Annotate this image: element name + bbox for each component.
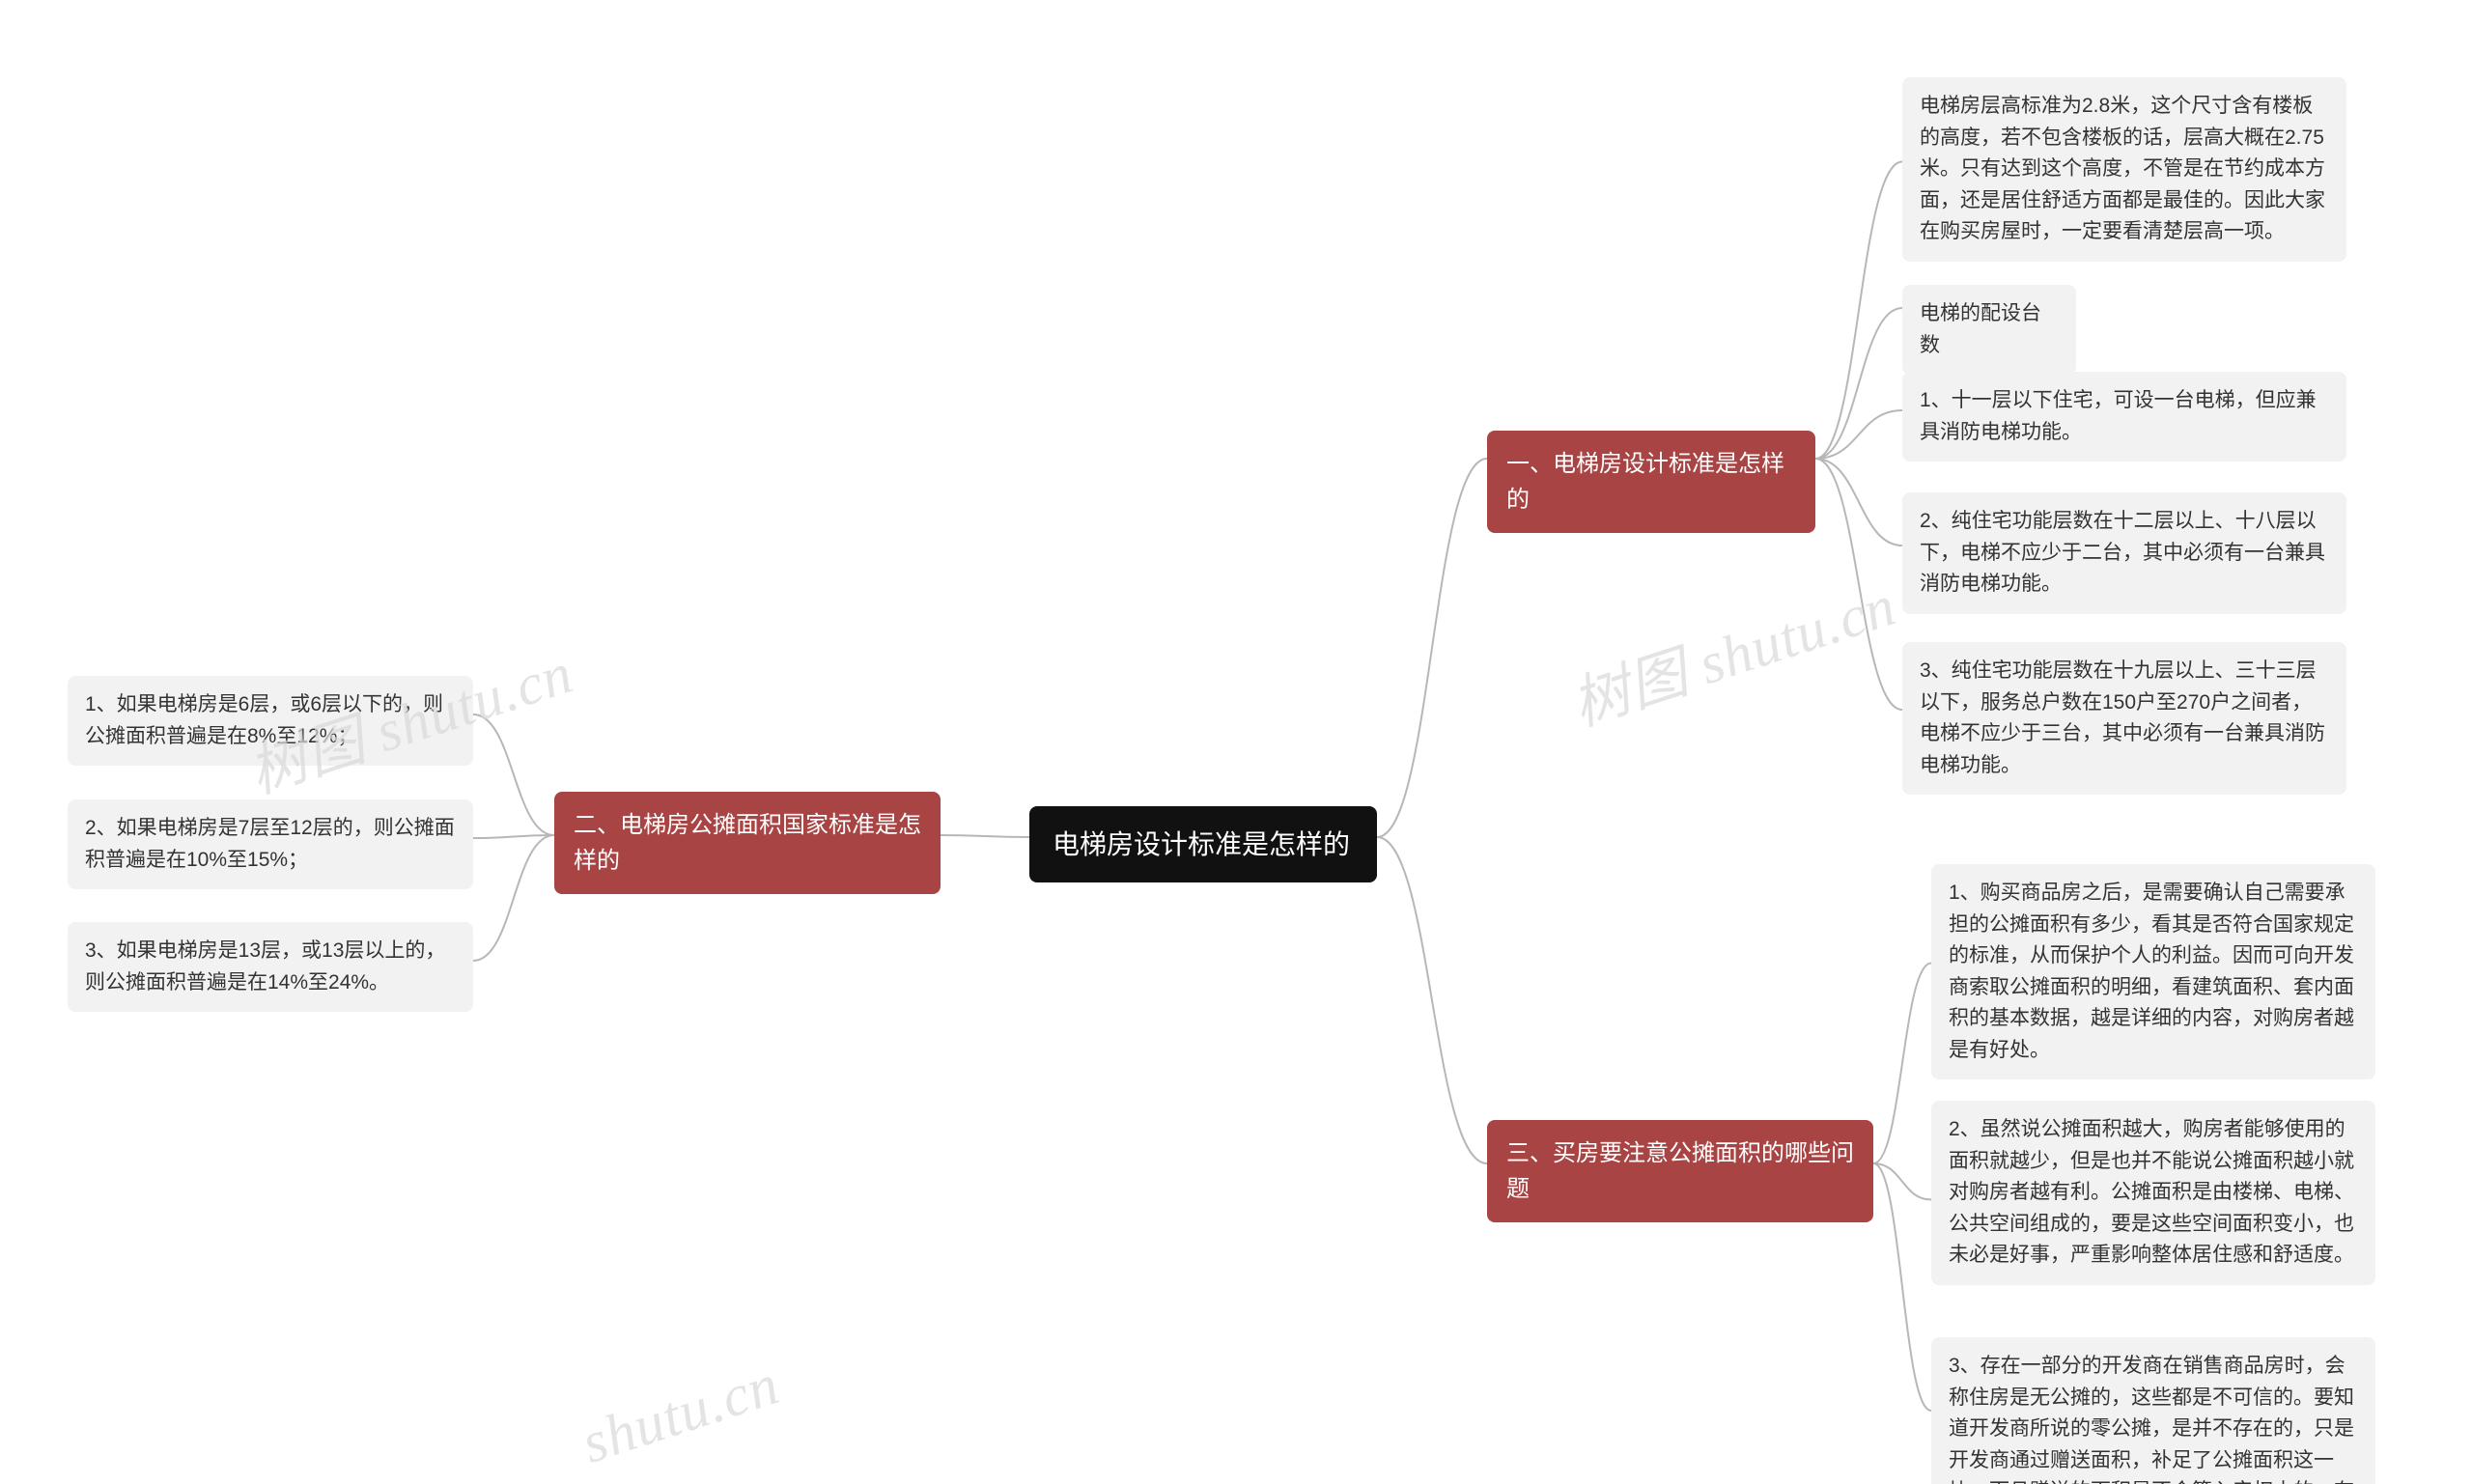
branch-2[interactable]: 二、电梯房公摊面积国家标准是怎样的	[554, 792, 941, 894]
branch-2-leaf-1: 1、如果电梯房是6层，或6层以下的，则公摊面积普遍是在8%至12%；	[68, 676, 473, 766]
branch-3[interactable]: 三、买房要注意公摊面积的哪些问题	[1487, 1120, 1873, 1222]
branch-1-leaf-4: 2、纯住宅功能层数在十二层以上、十八层以下，电梯不应少于二台，其中必须有一台兼具…	[1902, 492, 2346, 614]
branch-1[interactable]: 一、电梯房设计标准是怎样的	[1487, 431, 1815, 533]
branch-1-leaf-1: 电梯房层高标准为2.8米，这个尺寸含有楼板的高度，若不包含楼板的话，层高大概在2…	[1902, 77, 2346, 262]
branch-3-leaf-2: 2、虽然说公摊面积越大，购房者能够使用的面积就越少，但是也并不能说公摊面积越小就…	[1931, 1101, 2375, 1285]
watermark-2: 树图 shutu.cn	[1559, 558, 1905, 742]
watermark-3: shutu.cn	[574, 1351, 787, 1476]
branch-1-leaf-3: 1、十一层以下住宅，可设一台电梯，但应兼具消防电梯功能。	[1902, 372, 2346, 462]
branch-1-leaf-5: 3、纯住宅功能层数在十九层以上、三十三层以下，服务总户数在150户至270户之间…	[1902, 642, 2346, 795]
root-node[interactable]: 电梯房设计标准是怎样的	[1029, 806, 1377, 882]
branch-2-leaf-3: 3、如果电梯房是13层，或13层以上的，则公摊面积普遍是在14%至24%。	[68, 922, 473, 1012]
branch-2-leaf-2: 2、如果电梯房是7层至12层的，则公摊面积普遍是在10%至15%；	[68, 799, 473, 889]
branch-3-leaf-3: 3、存在一部分的开发商在销售商品房时，会称住房是无公摊的，这些都是不可信的。要知…	[1931, 1337, 2375, 1484]
branch-3-leaf-1: 1、购买商品房之后，是需要确认自己需要承担的公摊面积有多少，看其是否符合国家规定…	[1931, 864, 2375, 1079]
branch-1-leaf-2: 电梯的配设台数	[1902, 285, 2076, 375]
